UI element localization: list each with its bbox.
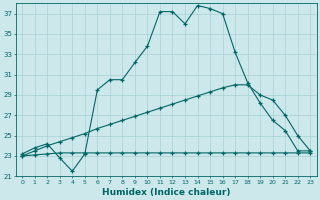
X-axis label: Humidex (Indice chaleur): Humidex (Indice chaleur): [102, 188, 230, 197]
